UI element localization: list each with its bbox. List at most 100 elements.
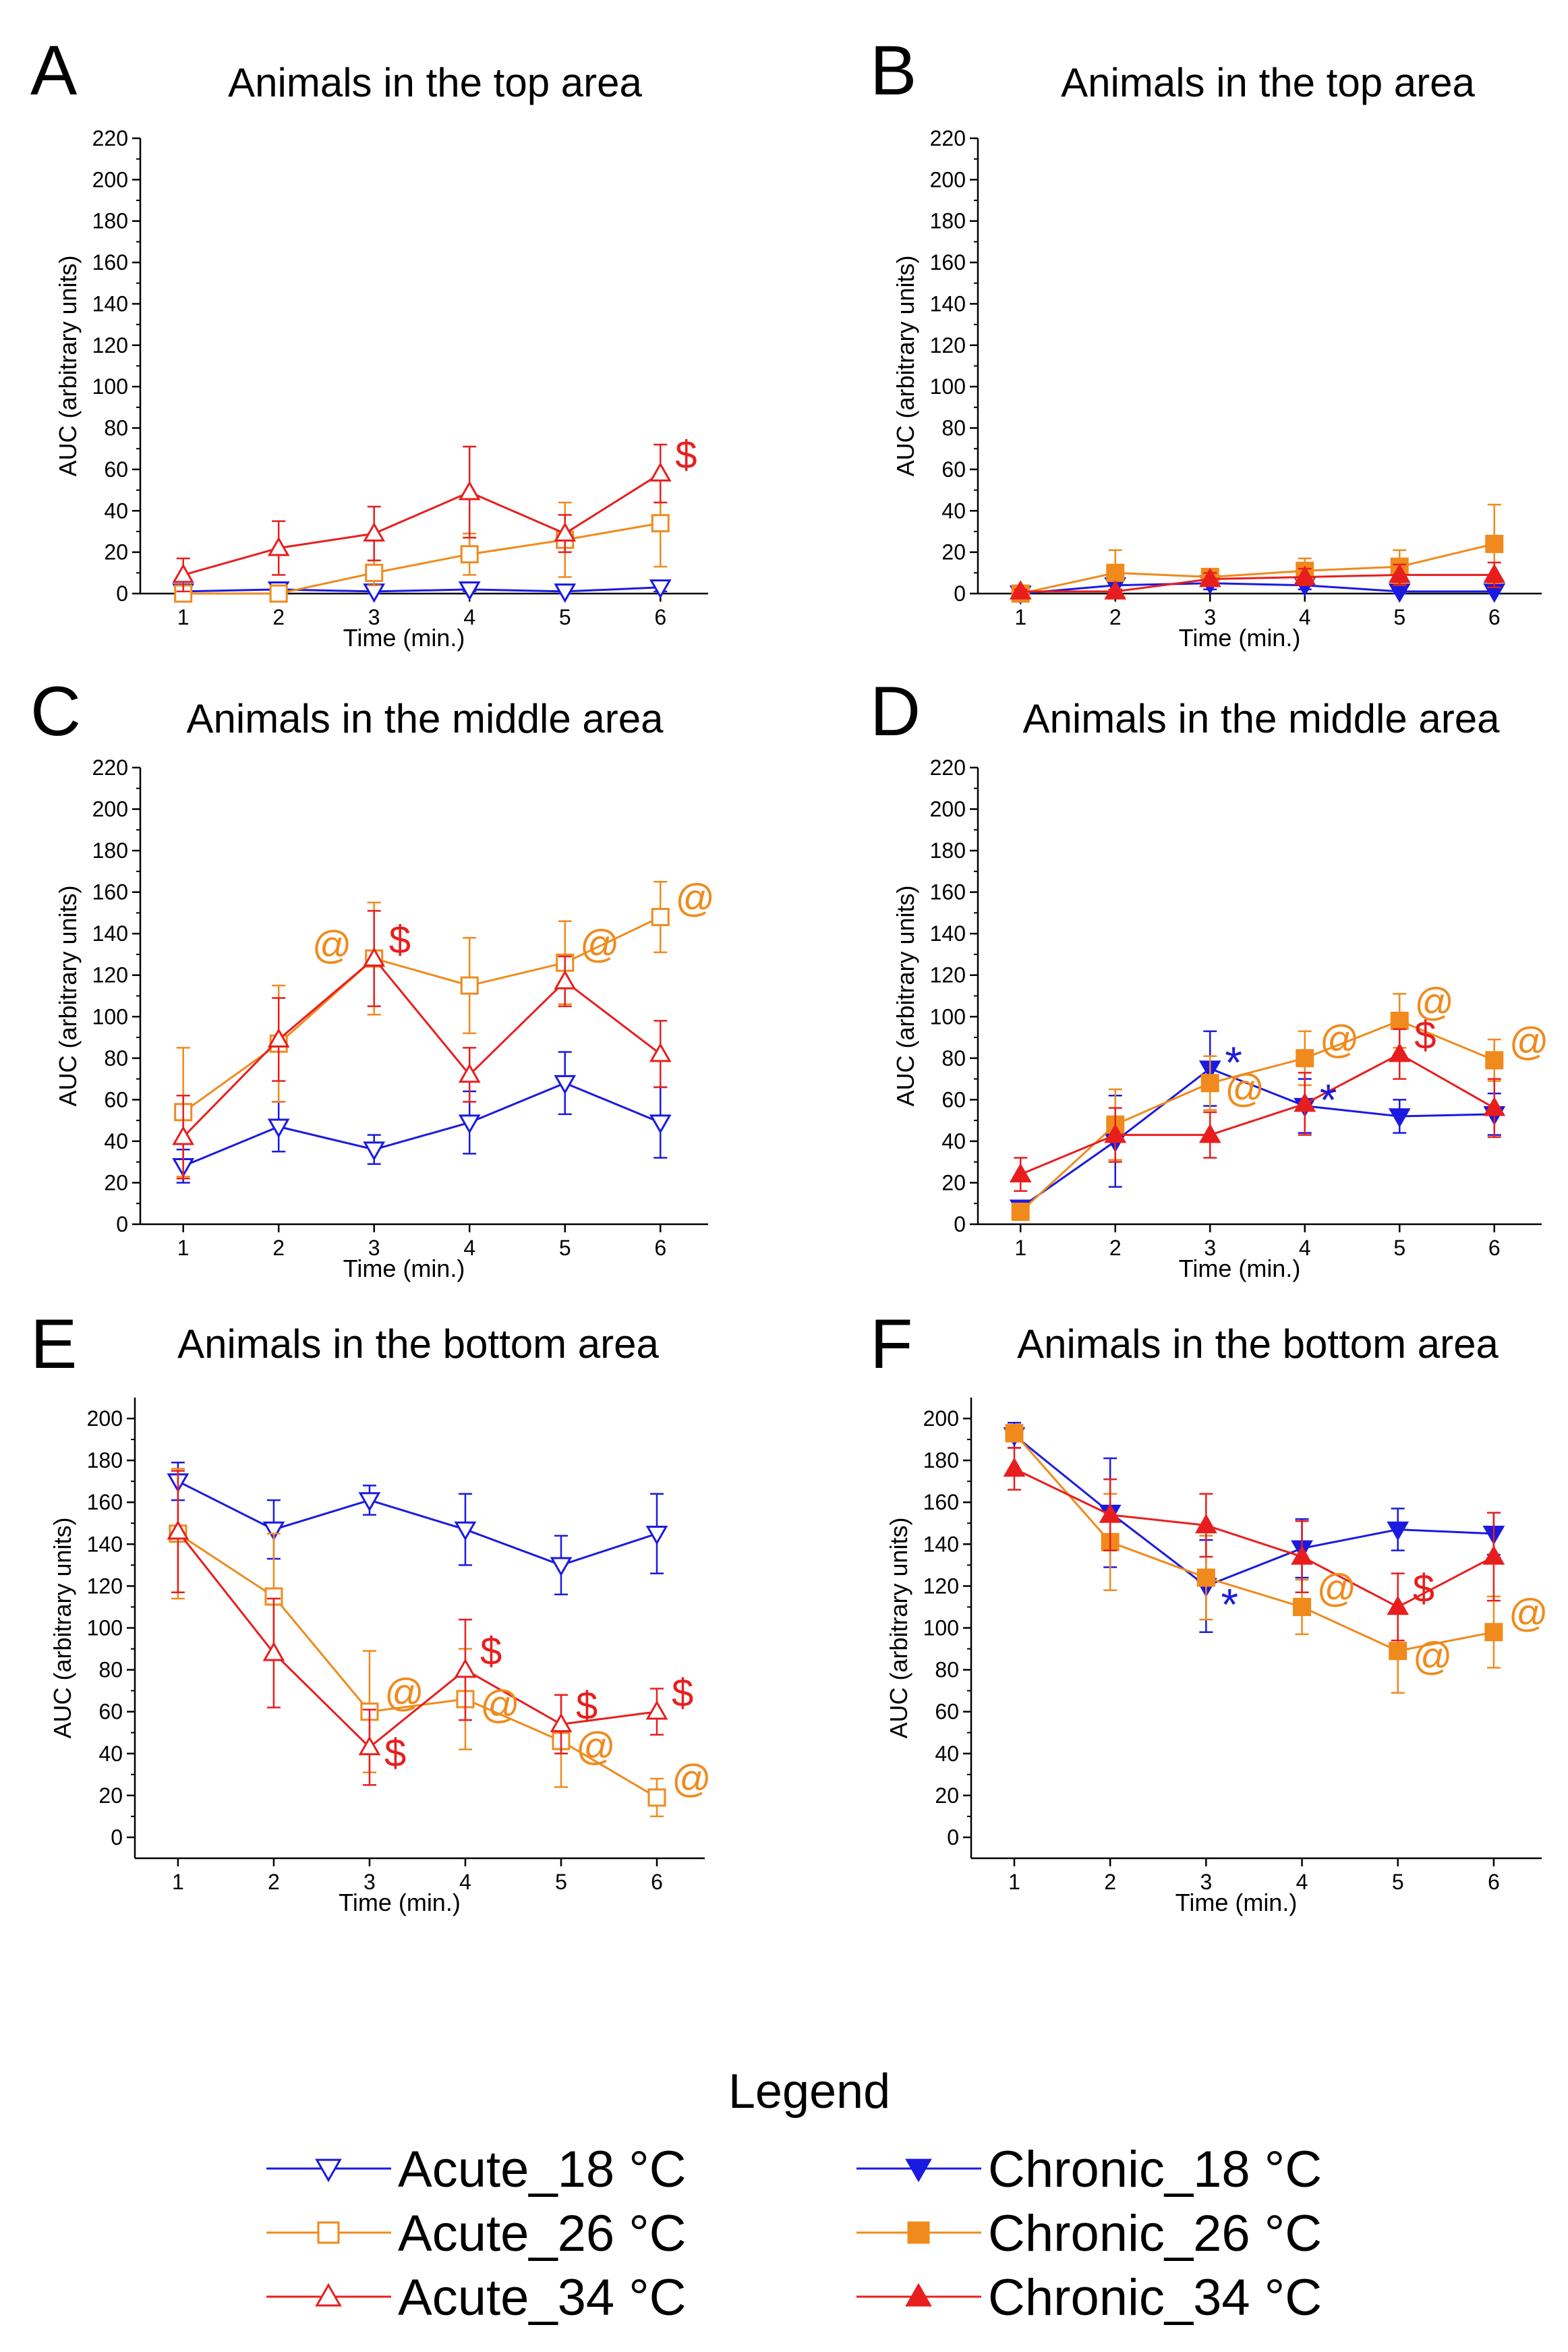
series-line <box>182 956 662 1138</box>
y-tick-label: 180 <box>92 838 128 863</box>
significance-marker: $ <box>389 918 411 962</box>
series-line <box>183 1082 661 1168</box>
y-tick-label: 20 <box>941 1170 966 1195</box>
y-axis-label: AUC (arbitrary units) <box>892 885 919 1106</box>
data-point <box>363 947 386 967</box>
y-axis-label: AUC (arbitrary units) <box>892 255 919 476</box>
significance-marker: @ <box>576 1725 616 1769</box>
y-tick-label: 100 <box>930 374 966 399</box>
significance-marker: @ <box>384 1671 424 1715</box>
x-tick-label: 1 <box>177 605 190 629</box>
data-point <box>1388 583 1411 603</box>
data-point <box>1106 563 1125 582</box>
series-34C <box>172 443 672 593</box>
y-tick-label: 80 <box>941 1046 966 1070</box>
data-point <box>1388 1108 1411 1128</box>
panel-letter: F <box>870 1305 913 1383</box>
data-point <box>550 1557 573 1577</box>
data-point <box>269 584 288 603</box>
series-line <box>1020 582 1494 595</box>
y-tick-label: 160 <box>87 1490 123 1514</box>
y-tick-label: 20 <box>98 1783 123 1808</box>
data-point <box>1291 1545 1313 1565</box>
data-point <box>454 1521 477 1541</box>
panel-title: Animals in the middle area <box>186 696 664 741</box>
y-tick-label: 0 <box>954 581 966 606</box>
y-tick-label: 40 <box>104 498 128 523</box>
x-tick-label: 4 <box>1299 1236 1311 1260</box>
y-tick-label: 0 <box>954 1212 966 1236</box>
series-line <box>1014 1468 1494 1609</box>
y-tick-label: 180 <box>930 838 966 863</box>
series-34C <box>1009 561 1506 600</box>
legend-swatch-marker <box>907 2221 930 2244</box>
y-tick-label: 60 <box>104 457 128 482</box>
y-tick-label: 0 <box>111 1825 123 1849</box>
x-tick-label: 5 <box>1393 1236 1405 1260</box>
series-line <box>183 522 661 595</box>
series-34C <box>172 910 672 1180</box>
series-line <box>177 1480 658 1566</box>
panel-letter: E <box>30 1305 77 1383</box>
y-tick-label: 140 <box>930 921 966 946</box>
panel-title: Animals in the middle area <box>1022 696 1500 741</box>
series-18C <box>167 1461 668 1596</box>
x-axis-label: Time (min.) <box>1179 1255 1301 1282</box>
data-point <box>1485 1051 1504 1070</box>
data-point <box>554 1074 577 1095</box>
data-point <box>651 908 670 927</box>
data-point <box>363 583 386 603</box>
x-axis-label: Time (min.) <box>1175 1889 1298 1916</box>
y-tick-label: 60 <box>98 1700 123 1724</box>
legend-title: Legend <box>728 2065 890 2119</box>
data-point <box>1387 1595 1410 1615</box>
data-point <box>550 1713 573 1733</box>
data-point <box>1484 1623 1503 1642</box>
x-tick-label: 5 <box>555 1870 567 1894</box>
series-34C <box>1003 1447 1505 1642</box>
legend-item: Acute_18 °C <box>266 2141 687 2198</box>
x-tick-label: 6 <box>1488 1236 1501 1260</box>
data-point <box>1009 580 1032 600</box>
data-point <box>1296 1049 1314 1068</box>
y-axis-label: AUC (arbitrary units) <box>54 885 82 1106</box>
x-tick-label: 4 <box>459 1870 471 1894</box>
legend-label: Acute_26 °C <box>398 2205 687 2262</box>
significance-marker: $ <box>1414 1014 1436 1058</box>
significance-marker: $ <box>1413 1566 1434 1610</box>
legend-label: Acute_18 °C <box>398 2141 687 2198</box>
data-point <box>649 462 672 482</box>
data-point <box>1390 1011 1409 1030</box>
data-point <box>651 514 670 533</box>
series-line <box>1020 1019 1495 1213</box>
data-point <box>554 522 577 542</box>
x-tick-label: 1 <box>172 1870 184 1894</box>
series-18C <box>1009 1030 1506 1220</box>
x-axis-label: Time (min.) <box>339 1889 461 1916</box>
legend-item: Chronic_18 °C <box>856 2141 1322 2198</box>
significance-marker: @ <box>1509 1020 1549 1064</box>
legend-label: Chronic_34 °C <box>988 2269 1322 2326</box>
panel-title: Animals in the bottom area <box>177 1321 659 1367</box>
data-point <box>1485 534 1504 553</box>
panel-letter: C <box>30 672 81 751</box>
data-point <box>1196 1568 1215 1587</box>
chart-panel-C: C Animals in the middle area 0 20 40 60 80 100 1… <box>30 672 715 1282</box>
x-tick-label: 3 <box>368 1236 380 1260</box>
series-line <box>1020 542 1495 595</box>
x-tick-label: 3 <box>364 1870 376 1894</box>
data-point <box>363 1141 386 1161</box>
x-tick-label: 3 <box>1204 605 1216 629</box>
significance-marker: @ <box>672 1757 712 1801</box>
y-tick-label: 100 <box>930 1004 966 1029</box>
y-tick-label: 0 <box>116 1212 128 1236</box>
series-line <box>1020 1067 1494 1209</box>
significance-marker: @ <box>1413 1635 1453 1679</box>
y-tick-label: 120 <box>923 1574 959 1598</box>
significance-marker: $ <box>384 1731 406 1775</box>
panel-letter: B <box>870 32 917 110</box>
data-point <box>172 1125 195 1145</box>
legend: Legend Acute_18 °C Acute_26 °C Acute_34 °C C… <box>266 2065 1322 2326</box>
x-tick-label: 2 <box>1109 605 1122 629</box>
